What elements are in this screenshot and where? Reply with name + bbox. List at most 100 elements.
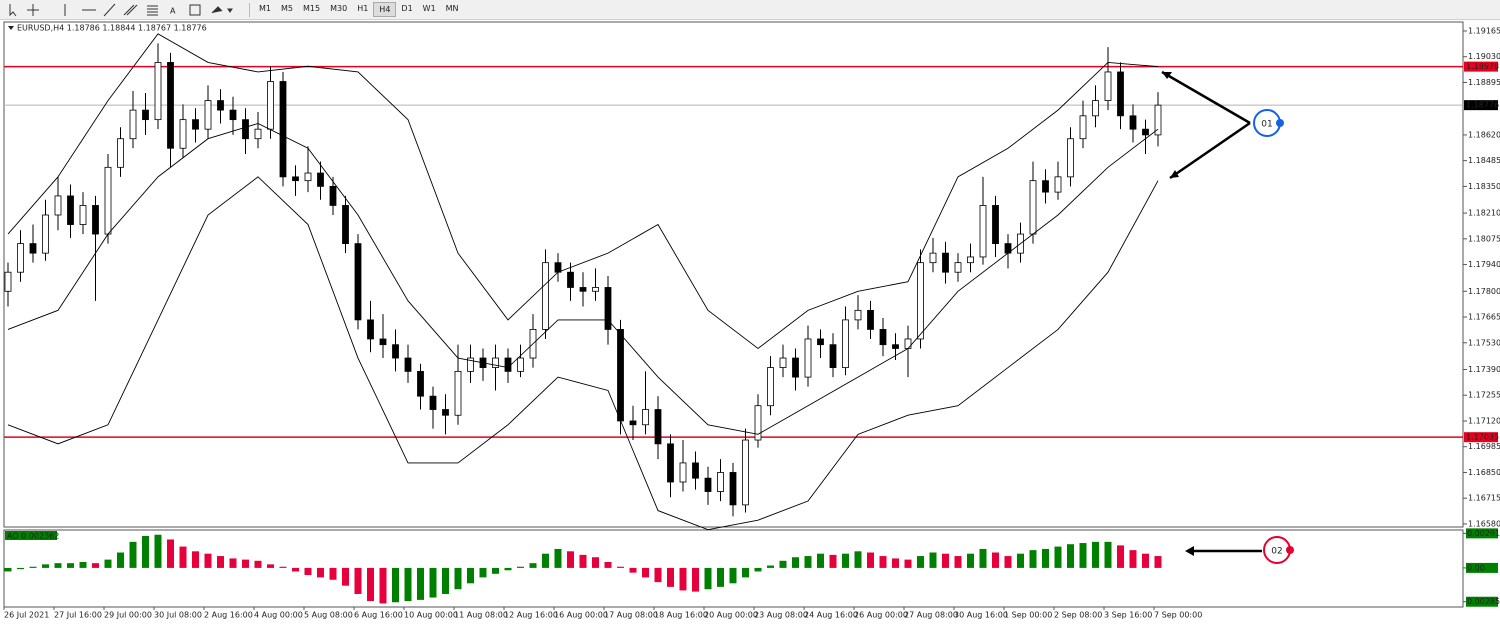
ao-bar [629, 567, 637, 573]
ao-bar [929, 552, 937, 568]
candle-body [1029, 180, 1037, 235]
x-tick-label: 2 Aug 16:00 [204, 611, 253, 620]
candle-body [979, 205, 987, 258]
ao-bar [1017, 553, 1024, 568]
main-layer: 1.19165 1.19030 1.18895 1.18620 1.18485 1.183… [3, 26, 1500, 620]
ao-bar [1079, 543, 1087, 568]
x-tick-label: 10 Aug 00:00 [404, 611, 458, 620]
timeframe-button[interactable]: H1 [357, 4, 369, 13]
ao-bar [1092, 541, 1099, 568]
candle-body [117, 138, 124, 168]
candle-body [892, 344, 899, 349]
ao-bar [79, 561, 87, 568]
ao-bar [617, 566, 624, 568]
candle-body [292, 176, 299, 182]
ao-bar [392, 567, 399, 603]
timeframe-button[interactable]: MN [445, 4, 459, 13]
candle-body [217, 100, 224, 111]
y-tick-label: 1.19165 [1468, 26, 1500, 35]
y-tick-label: 1.17940 [1468, 260, 1500, 269]
menu-arrow [8, 26, 14, 30]
y-tick-label: 1.17120 [1468, 416, 1500, 425]
ao-bar [1042, 548, 1049, 568]
timeframes: M1 M5 M15 M30 H1 H4 D1 W1 MN [254, 2, 464, 17]
candle-body [192, 119, 199, 130]
ao-bar [717, 567, 724, 587]
candle-body [754, 405, 762, 441]
candle-body [817, 338, 824, 346]
candle-body [67, 195, 74, 225]
candle-body [1079, 115, 1087, 140]
candle-body [779, 357, 787, 368]
ao-bar [1117, 545, 1124, 568]
ao-bar [367, 567, 374, 602]
ao-bar [779, 560, 787, 568]
ao-bar [592, 557, 599, 568]
timeframe-button[interactable]: M30 [330, 4, 348, 13]
y-tick-label: 0.002916 [1467, 529, 1500, 538]
candle-body [742, 439, 749, 506]
svg-text:A: A [170, 6, 176, 15]
candle-body [254, 128, 262, 140]
main-panel [3, 21, 1464, 528]
y-tick-label: 1.18620 [1468, 130, 1500, 139]
ao-bar [129, 541, 137, 568]
ao-bar [92, 563, 99, 568]
ao-bar [579, 554, 587, 568]
ao-bar [704, 567, 712, 590]
ao-bar [254, 560, 262, 568]
ao-bar [154, 534, 162, 568]
candle-body [942, 252, 949, 273]
x-tick-label: 11 Aug 08:00 [454, 611, 508, 620]
timeframe-button[interactable]: M1 [259, 4, 271, 13]
ao-bar [904, 559, 912, 568]
ao-bar [1004, 556, 1012, 568]
ao-bar [179, 546, 187, 568]
ao-bar [329, 567, 337, 580]
candle-body [1154, 104, 1162, 136]
x-tick-label: 16 Aug 00:00 [554, 611, 608, 620]
candle-body [92, 205, 99, 235]
level-label-box [1464, 61, 1498, 72]
timeframe-button[interactable]: D1 [401, 4, 413, 13]
ao-bar [992, 552, 999, 568]
candle-body [679, 462, 687, 483]
x-tick-label: 3 Sep 16:00 [1104, 611, 1152, 620]
x-tick-label: 26 Aug 00:00 [854, 611, 908, 620]
ao-bar [942, 553, 949, 568]
ao-bar [1154, 556, 1162, 568]
candle-body [317, 172, 324, 187]
ao-bar [1054, 546, 1062, 568]
level-label-box [1464, 432, 1498, 443]
candle-body [79, 205, 87, 225]
ao-bar [729, 567, 737, 584]
ao-bar [754, 567, 762, 572]
timeframe-button[interactable]: M5 [281, 4, 293, 13]
candle-body [692, 462, 699, 479]
x-tick-label: 27 Jul 16:00 [54, 611, 102, 620]
candle-body [567, 271, 574, 288]
ao-bar [317, 567, 324, 578]
candle-body [1054, 176, 1062, 193]
ao-bar [842, 553, 849, 568]
timeframe-button[interactable]: H4 [373, 2, 397, 17]
candle-body [167, 62, 174, 149]
ao-bar [517, 566, 524, 568]
x-tick-label: 7 Sep 00:00 [1154, 611, 1202, 620]
ao-bar [567, 551, 574, 568]
candle-body [104, 166, 112, 235]
ao-bar [979, 548, 987, 568]
annotation-dot [1286, 546, 1294, 554]
y-tick-label: 1.18210 [1468, 209, 1500, 218]
x-tick-label: 30 Jul 08:00 [154, 611, 202, 620]
candle-body [1092, 100, 1099, 117]
symbol-header: EURUSD,H4 1.18786 1.18844 1.18767 1.1877… [17, 24, 207, 33]
arrow-head [1185, 546, 1194, 556]
timeframe-button[interactable]: M15 [303, 4, 321, 13]
timeframe-button[interactable]: W1 [422, 4, 436, 13]
ao-bar [429, 567, 437, 598]
candle-body [629, 420, 637, 426]
ao-bar [654, 567, 662, 583]
ao-bar [804, 556, 812, 568]
ao-bar [504, 567, 512, 571]
